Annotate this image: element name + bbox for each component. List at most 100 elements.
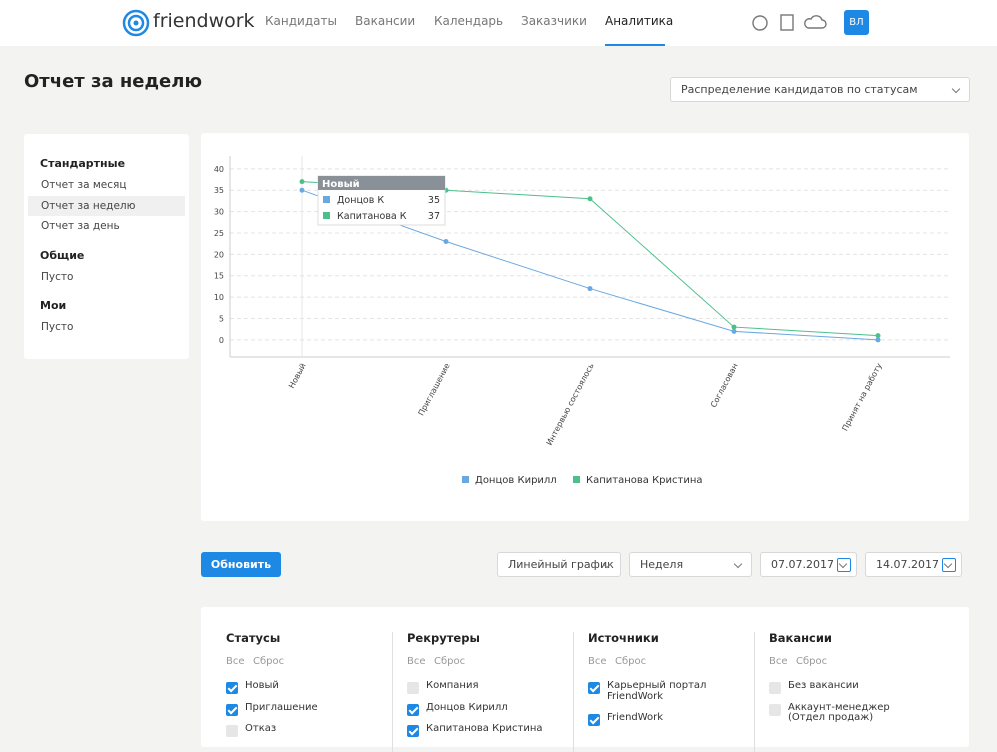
checkbox[interactable] (588, 682, 600, 694)
filter-option[interactable]: Аккаунт-менеджер (Отдел продаж) (788, 701, 890, 723)
filter-option[interactable]: Без вакансии (788, 680, 859, 691)
y-tick-label: 0 (219, 336, 224, 345)
filter-option[interactable]: Отказ (245, 723, 277, 734)
checkbox[interactable] (769, 682, 781, 694)
check-mark (589, 682, 600, 693)
page-title: Отчет за неделю (24, 71, 202, 92)
select-all[interactable]: Все (769, 656, 788, 667)
y-tick-label: 25 (214, 229, 224, 238)
checkbox[interactable] (588, 714, 600, 726)
checkbox[interactable] (769, 703, 781, 716)
sidebar-item[interactable]: Пусто (41, 270, 74, 283)
date-to[interactable]: 14.07.2017 (865, 552, 962, 577)
filter-option[interactable]: Капитанова Кристина (426, 723, 543, 734)
sidebar: Стандартные Отчет за месяц Отчет за неделю… (24, 134, 189, 359)
filter-title: Вакансии (769, 631, 832, 645)
filter-option[interactable]: Приглашение (245, 701, 318, 713)
sidebar-group-title: Стандартные (40, 157, 126, 170)
checkbox[interactable] (407, 703, 419, 716)
column-divider (392, 632, 393, 752)
sidebar-item[interactable]: Пусто (41, 321, 74, 333)
checkbox[interactable] (226, 725, 238, 737)
menu-item[interactable]: Заказчики (521, 14, 587, 28)
tooltip-header (318, 176, 445, 190)
tooltip-swatch (323, 196, 330, 203)
sidebar-group-title: Мои (40, 299, 67, 312)
checkbox[interactable] (226, 703, 238, 716)
reset[interactable]: Сброс (615, 656, 647, 667)
reset[interactable]: Сброс (434, 656, 466, 667)
filter-title: Статусы (226, 631, 281, 645)
y-tick-label: 10 (214, 293, 224, 302)
x-tick-label: Приглашение (417, 362, 452, 418)
tooltip-name: Капитанова К (337, 211, 407, 222)
menu-active-underline (605, 44, 665, 46)
tooltip-swatch (323, 212, 330, 219)
check-mark (408, 725, 419, 736)
calendar-icon (837, 558, 851, 572)
column-divider (573, 632, 574, 752)
header-icons (752, 14, 827, 31)
reset[interactable]: Сброс (253, 656, 285, 667)
x-tick-label: Новый (287, 362, 308, 390)
logo[interactable]: friendwork (153, 10, 255, 32)
point (731, 324, 737, 330)
filters-card: Статусы Все Сброс Новый Приглашение Отказ Рекр… (201, 607, 969, 752)
checkbox[interactable] (407, 682, 419, 694)
y-tick-label: 5 (219, 315, 224, 324)
chart-type-select[interactable]: Линейный график (497, 552, 621, 577)
tooltip-value: 35 (428, 195, 440, 206)
x-tick-label: Согласован (709, 362, 740, 409)
point (299, 187, 305, 193)
calendar-icon (942, 558, 956, 572)
select-all[interactable]: Все (226, 656, 245, 667)
select-all[interactable]: Все (588, 656, 607, 667)
date-from[interactable]: 07.07.2017 (760, 552, 857, 577)
header: friendwork ВЛ (0, 0, 997, 46)
point (299, 179, 305, 185)
column-divider (754, 632, 755, 752)
y-tick-label: 15 (214, 272, 224, 281)
point (731, 328, 737, 334)
menu-item[interactable]: Вакансии (355, 14, 416, 28)
menu-item[interactable]: Кандидаты (265, 14, 337, 28)
checkbox[interactable] (226, 682, 238, 694)
filter-option[interactable]: Новый (245, 680, 279, 691)
point (875, 337, 881, 343)
update-button[interactable]: Обновить (201, 552, 281, 577)
chart-card: 0 5 10 15 20 25 30 35 40 Новый Приглашение Интервью… (201, 133, 969, 521)
checkbox[interactable] (407, 725, 419, 737)
filter-option[interactable]: Компания (426, 680, 479, 691)
sidebar-item[interactable]: Отчет за день (41, 220, 120, 232)
sidebar-item[interactable]: Отчет за неделю (41, 199, 136, 212)
filter-title: Источники (588, 631, 659, 645)
filter-option[interactable]: FriendWork (607, 712, 664, 723)
menu-item[interactable]: Календарь (434, 14, 504, 28)
sidebar-active-bg (28, 195, 185, 216)
filter-option[interactable]: Донцов Кирилл (426, 701, 508, 713)
avatar[interactable]: ВЛ (844, 10, 869, 35)
y-tick-label: 40 (214, 165, 224, 174)
menu-item[interactable]: Аналитика (605, 14, 674, 28)
period-select[interactable]: Неделя (629, 552, 752, 577)
legend-label: Капитанова Кристина (586, 475, 703, 486)
x-tick-label: Интервью состоялось (545, 361, 596, 446)
reset[interactable]: Сброс (796, 656, 828, 667)
point (443, 239, 449, 245)
tooltip-value: 37 (428, 211, 440, 222)
logo-icon (122, 9, 150, 37)
select-all[interactable]: Все (407, 656, 426, 667)
filter-option[interactable]: Карьерный портал FriendWork (607, 680, 707, 702)
check-mark (227, 682, 238, 693)
tooltip-title: Новый (322, 179, 360, 190)
legend-swatch (573, 476, 580, 483)
y-tick-label: 30 (214, 208, 224, 217)
report-select[interactable]: Распределение кандидатов по статусам (670, 77, 970, 102)
check-mark (589, 714, 600, 725)
sidebar-item[interactable]: Отчет за месяц (41, 179, 127, 191)
tooltip-name: Донцов К (337, 195, 384, 206)
y-tick-label: 20 (214, 250, 224, 259)
legend-swatch (462, 476, 469, 483)
legend-label: Донцов Кирилл (475, 475, 557, 486)
filter-title: Рекрутеры (407, 631, 480, 645)
